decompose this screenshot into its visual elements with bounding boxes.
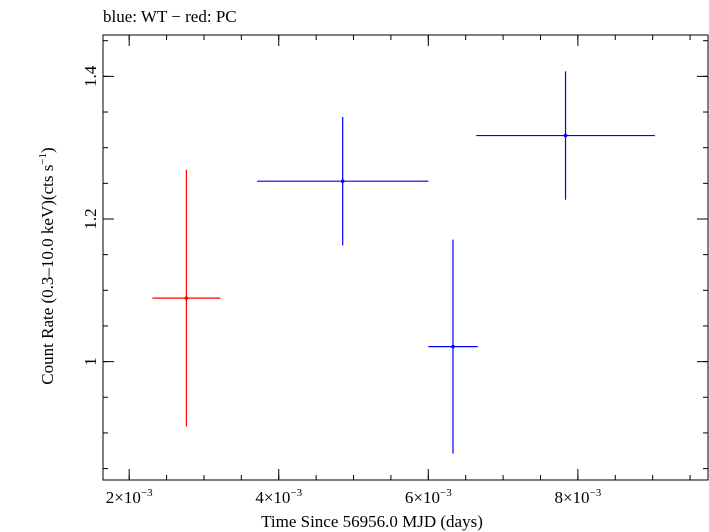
x-tick-label: 6×10−3 [405,487,452,507]
x-tick-label-base: 2×10 [106,488,141,507]
data-point-wt [428,239,478,454]
major-ticks [103,35,708,480]
y-tick-label: 1.2 [81,208,100,229]
plot-frame [102,34,709,481]
x-axis-label: Time Since 56956.0 MJD (days) [261,512,483,531]
y-tick-labels: 1 1.2 1.4 [81,65,100,366]
x-tick-label-base: 6×10 [405,488,440,507]
x-tick-label-exponent: −3 [590,487,602,499]
y-tick-label: 1.4 [81,65,100,87]
y-axis-label: Count Rate (0.3–10.0 keV)(cts s−1) [37,147,57,384]
chart-title: blue: WT − red: PC [103,7,237,26]
data-series [152,71,655,454]
x-tick-label-exponent: −3 [141,487,153,499]
data-point-pc [152,169,221,427]
y-axis-label-main: Count Rate (0.3–10.0 keV)(cts s [38,165,57,385]
x-tick-label: 8×10−3 [554,487,601,507]
x-tick-labels: 2×10−3 4×10−3 6×10−3 8×10−3 [106,487,602,507]
x-tick-label-base: 8×10 [554,488,589,507]
y-axis-label-sup: −1 [37,153,49,165]
x-tick-label-exponent: −3 [290,487,302,499]
data-point-wt [476,71,655,200]
y-tick-label: 1 [81,357,100,366]
x-tick-label: 2×10−3 [106,487,153,507]
point-marker [451,344,455,349]
point-marker [184,296,189,300]
data-point-wt [257,117,429,246]
y-axis-label-end: ) [38,147,57,153]
x-tick-label-base: 4×10 [255,488,290,507]
point-marker [340,179,345,183]
point-marker [563,133,568,138]
x-tick-label: 4×10−3 [255,487,302,507]
x-tick-label-exponent: −3 [440,487,452,499]
minor-ticks [103,35,708,480]
